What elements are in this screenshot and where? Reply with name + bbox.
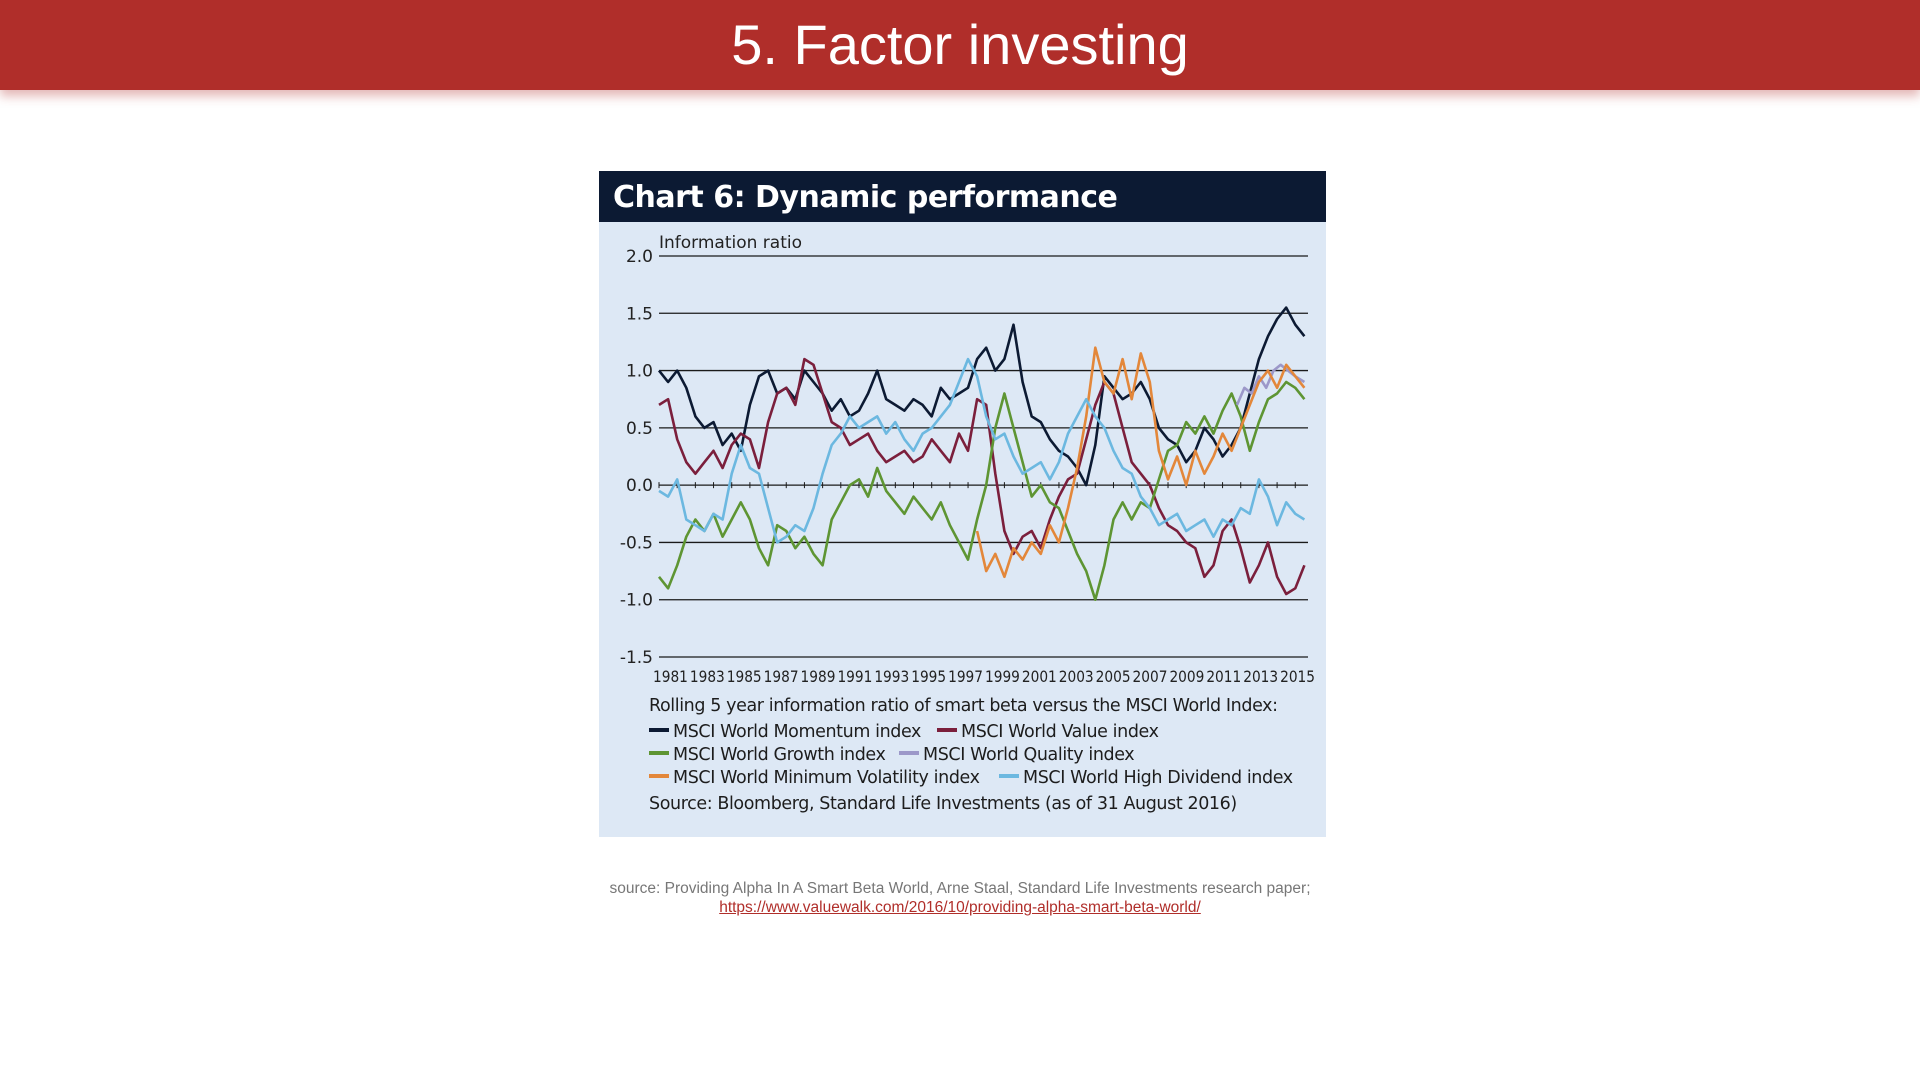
legend-row: MSCI World Momentum index MSCI World Valu… — [649, 722, 1329, 744]
series-line-msci-world-momentum-index — [657, 306, 1306, 487]
x-tick-label: 1983 — [690, 667, 725, 686]
legend-swatch — [649, 728, 669, 732]
legend-label: MSCI World Minimum Volatility index — [673, 768, 980, 788]
source-link[interactable]: https://www.valuewalk.com/2016/10/provid… — [719, 899, 1201, 916]
legend-swatch — [999, 774, 1019, 778]
chart-caption: Rolling 5 year information ratio of smar… — [649, 696, 1278, 716]
legend-swatch — [649, 774, 669, 778]
legend-swatch — [899, 751, 919, 755]
legend-item: MSCI World High Dividend index — [999, 768, 1293, 788]
y-tick-label: 0.5 — [626, 419, 653, 439]
x-tick-label: 1981 — [653, 667, 688, 686]
x-tick-label: 1989 — [801, 667, 836, 686]
footnote: source: Providing Alpha In A Smart Beta … — [560, 879, 1360, 917]
x-tick-label: 1993 — [874, 667, 909, 686]
x-tick-label: 2013 — [1243, 667, 1278, 686]
x-tick-label: 1985 — [727, 667, 762, 686]
x-tick-label: 2007 — [1133, 667, 1168, 686]
x-tick-label: 2011 — [1206, 667, 1241, 686]
legend-swatch — [937, 728, 957, 732]
chart-title: Chart 6: Dynamic performance — [613, 180, 1118, 215]
legend-item: MSCI World Value index — [937, 722, 1159, 742]
x-tick-label: 2009 — [1169, 667, 1204, 686]
x-tick-label: 2001 — [1022, 667, 1057, 686]
legend-swatch — [649, 751, 669, 755]
y-tick-label: 2.0 — [626, 247, 653, 267]
y-tick-label: 1.0 — [626, 362, 653, 382]
y-tick-label: -1.0 — [620, 591, 653, 611]
legend-label: MSCI World High Dividend index — [1023, 768, 1293, 788]
chart-panel: Chart 6: Dynamic performance Information… — [599, 171, 1326, 837]
x-tick-label: 2005 — [1096, 667, 1131, 686]
y-tick-label: -0.5 — [620, 533, 653, 553]
legend-label: MSCI World Growth index — [673, 745, 886, 765]
footnote-text: source: Providing Alpha In A Smart Beta … — [609, 880, 1311, 897]
x-tick-label: 2003 — [1059, 667, 1094, 686]
series-line-msci-world-high-dividend-index — [658, 357, 1306, 544]
x-tick-label: 1999 — [985, 667, 1020, 686]
y-tick-label: -1.5 — [620, 648, 653, 668]
series-line-msci-world-minimum-volatility-index — [975, 346, 1306, 579]
title-bar — [0, 0, 1920, 90]
legend-item: MSCI World Growth index — [649, 745, 886, 765]
chart-header: Chart 6: Dynamic performance — [599, 171, 1326, 222]
line-chart: Information ratio 2.0 1.5 1.0 0.5 0.0 -0.5 -1.0… — [620, 233, 1315, 686]
legend-row: MSCI World Growth index MSCI World Qualit… — [649, 745, 1329, 767]
legend-label: MSCI World Momentum index — [673, 722, 922, 742]
y-tick-label: 1.5 — [626, 304, 653, 324]
legend-item: MSCI World Quality index — [899, 745, 1135, 765]
legend-item: MSCI World Minimum Volatility index — [649, 768, 980, 788]
x-tick-label: 1987 — [764, 667, 799, 686]
x-tick-label: 1991 — [837, 667, 872, 686]
slide-title: 5. Factor investing — [731, 13, 1189, 76]
legend-row: MSCI World Minimum Volatility index MSCI … — [649, 768, 1329, 790]
chart-source: Source: Bloomberg, Standard Life Investm… — [649, 794, 1237, 814]
legend-label: MSCI World Quality index — [923, 745, 1135, 765]
y-axis-label: Information ratio — [659, 233, 802, 253]
y-tick-label: 0.0 — [626, 476, 653, 496]
legend-label: MSCI World Value index — [961, 722, 1159, 742]
series-line-msci-world-growth-index — [657, 380, 1306, 602]
x-tick-label: 1997 — [948, 667, 983, 686]
x-tick-label: 1995 — [911, 667, 946, 686]
x-tick-label: 2015 — [1280, 667, 1315, 686]
legend-item: MSCI World Momentum index — [649, 722, 921, 742]
